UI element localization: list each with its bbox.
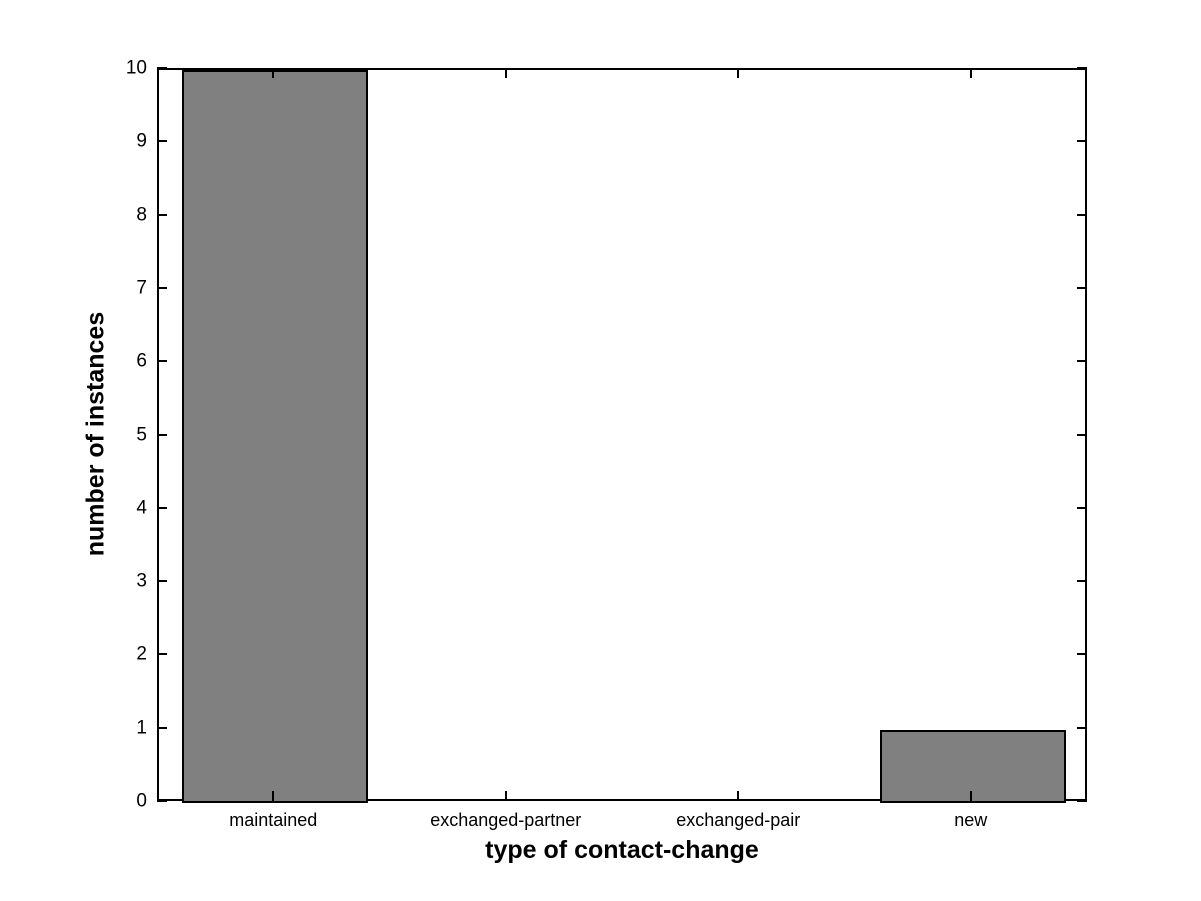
y-tick-left [157, 213, 167, 216]
y-tick-label: 3 [136, 570, 147, 592]
x-tick-label-new: new [954, 810, 988, 830]
y-tick-label: 1 [136, 717, 147, 739]
y-tick-label: 4 [136, 497, 147, 519]
y-tick-label: 6 [136, 350, 147, 372]
y-tick-right [1077, 213, 1087, 216]
y-tick-right [1077, 506, 1087, 509]
x-axis-label: type of contact-change [485, 836, 759, 864]
y-tick-left [157, 360, 167, 363]
y-tick-left [157, 506, 167, 509]
bar-maintained [182, 70, 369, 803]
x-tick-bottom [504, 791, 507, 801]
y-tick-left [157, 653, 167, 656]
x-tick-bottom [737, 791, 740, 801]
y-tick-left [157, 800, 167, 802]
y-tick-right [1077, 433, 1087, 436]
plot-area [157, 68, 1087, 803]
y-tick-label: 0 [136, 790, 147, 812]
y-tick-label: 5 [136, 424, 147, 445]
x-tick-label-maintained: maintained [229, 810, 318, 830]
y-tick-left [157, 433, 167, 436]
y-tick-label: 9 [136, 130, 147, 152]
y-tick-right [1077, 140, 1087, 143]
x-tick-top [969, 68, 972, 78]
y-tick-right [1077, 286, 1087, 289]
x-tick-label-exchanged-partner: exchanged-partner [430, 810, 582, 830]
x-tick-top [504, 68, 507, 78]
y-tick-label: 8 [136, 204, 147, 226]
y-tick-right [1077, 653, 1087, 656]
y-tick-left [157, 67, 167, 69]
y-tick-right [1077, 67, 1087, 69]
x-tick-label-exchanged-pair: exchanged-pair [676, 810, 801, 830]
y-tick-left [157, 580, 167, 583]
y-tick-left [157, 286, 167, 289]
y-tick-right [1077, 800, 1087, 802]
x-tick-bottom [272, 791, 275, 801]
x-tick-top [272, 68, 275, 78]
y-tick-right [1077, 360, 1087, 363]
y-tick-right [1077, 580, 1087, 583]
x-tick-bottom [969, 791, 972, 801]
y-tick-right [1077, 726, 1087, 729]
y-tick-left [157, 140, 167, 143]
y-tick-label: 10 [125, 57, 147, 79]
y-tick-left [157, 726, 167, 729]
y-tick-label: 2 [136, 643, 147, 665]
bar-new [879, 729, 1066, 803]
x-tick-top [737, 68, 740, 78]
y-tick-label: 7 [136, 277, 147, 299]
